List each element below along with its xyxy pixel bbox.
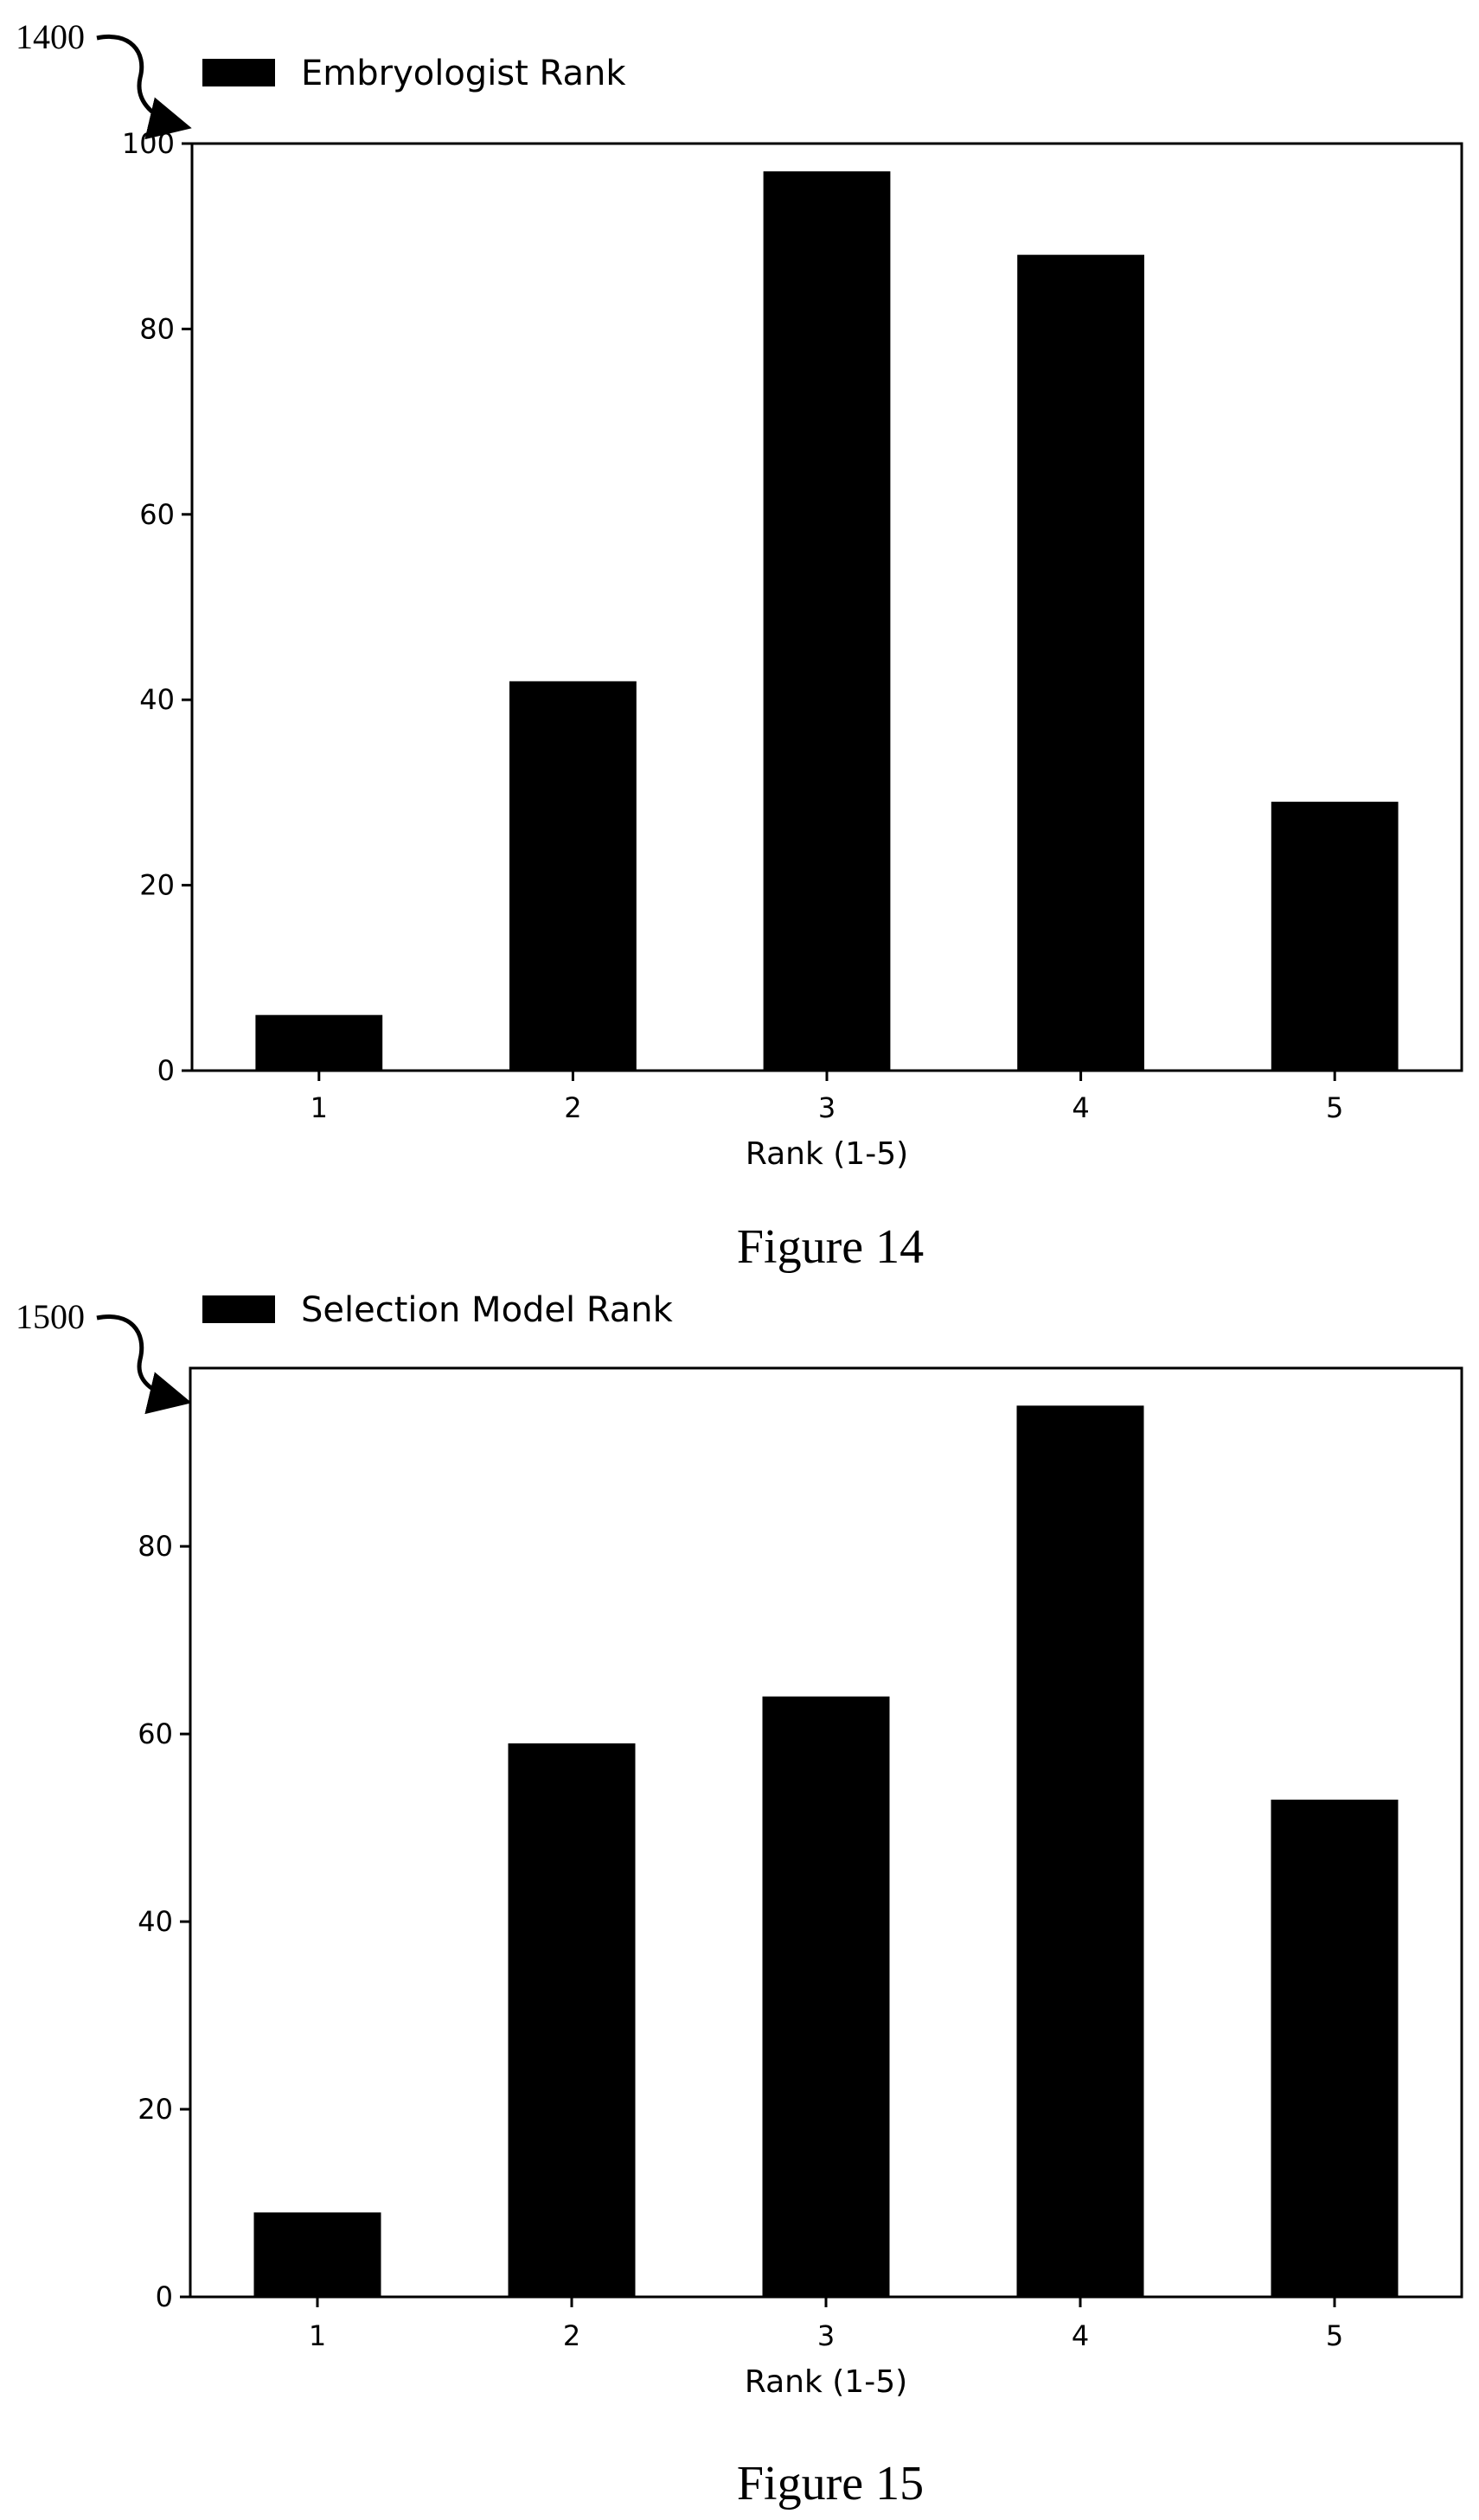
- x-tick-label: 5: [1326, 2319, 1343, 2352]
- figure-14: 1400 Embryologist Rank 0 20 40 60 80 100 1 2 3 4 5 R…: [16, 17, 1463, 1274]
- bar-rank-1: [253, 2212, 381, 2297]
- y-tick-label: 80: [139, 312, 175, 345]
- bar-rank-4: [1017, 254, 1144, 1071]
- x-tick-label: 3: [817, 2319, 835, 2352]
- bar-rank-2: [508, 1743, 636, 2297]
- y-tick-label: 40: [139, 683, 175, 716]
- x-tick-label: 4: [1072, 2319, 1089, 2352]
- bar-rank-2: [509, 681, 637, 1071]
- chart-embryologist-rank: Embryologist Rank 0 20 40 60 80 100 1 2 3 4 5 Rank (…: [122, 54, 1463, 1172]
- y-tick-label: 80: [138, 1530, 173, 1563]
- legend: Selection Model Rank: [202, 1290, 674, 1330]
- legend-label: Embryologist Rank: [301, 54, 626, 93]
- bar-rank-5: [1271, 802, 1399, 1071]
- y-tick-label: 0: [156, 2280, 173, 2313]
- legend: Embryologist Rank: [202, 54, 626, 93]
- y-tick-label: 100: [122, 127, 175, 160]
- figure-caption: Figure 15: [737, 2457, 924, 2510]
- y-tick-label: 0: [157, 1054, 175, 1087]
- y-tick-label: 20: [138, 2093, 173, 2126]
- y-tick-label: 40: [138, 1905, 173, 1938]
- legend-swatch: [202, 59, 275, 86]
- legend-swatch: [202, 1295, 275, 1323]
- chart-selection-model-rank: Selection Model Rank 0 20 40 60 80 1 2 3 4 5 Rank (…: [138, 1290, 1463, 2400]
- reference-number-1500: 1500: [16, 1297, 85, 1336]
- y-tick-label: 20: [139, 869, 175, 902]
- x-tick-label: 2: [563, 2319, 580, 2352]
- x-tick-label: 3: [818, 1091, 836, 1124]
- reference-number-1400: 1400: [16, 17, 85, 56]
- x-tick-label: 1: [309, 2319, 326, 2352]
- bar-rank-5: [1271, 1800, 1399, 2297]
- x-tick-label: 2: [564, 1091, 581, 1124]
- x-axis-title: Rank (1-5): [746, 1136, 908, 1172]
- x-axis-title: Rank (1-5): [745, 2364, 907, 2400]
- bar-rank-1: [255, 1014, 383, 1071]
- figure-15: 1500 Selection Model Rank 0 20 40 60 80 1 2 3 4 5 R…: [16, 1290, 1463, 2510]
- figure-caption: Figure 14: [737, 1220, 924, 1274]
- bar-rank-3: [762, 1696, 890, 2297]
- bar-rank-3: [763, 171, 891, 1071]
- x-tick-label: 1: [311, 1091, 328, 1124]
- y-tick-label: 60: [138, 1717, 173, 1750]
- x-tick-label: 4: [1072, 1091, 1089, 1124]
- y-tick-label: 60: [139, 498, 175, 531]
- legend-label: Selection Model Rank: [301, 1290, 674, 1330]
- x-tick-label: 5: [1326, 1091, 1343, 1124]
- reference-arrow-1500: [96, 1314, 192, 1415]
- reference-arrow-1400: [96, 35, 192, 140]
- bar-rank-4: [1016, 1405, 1144, 2297]
